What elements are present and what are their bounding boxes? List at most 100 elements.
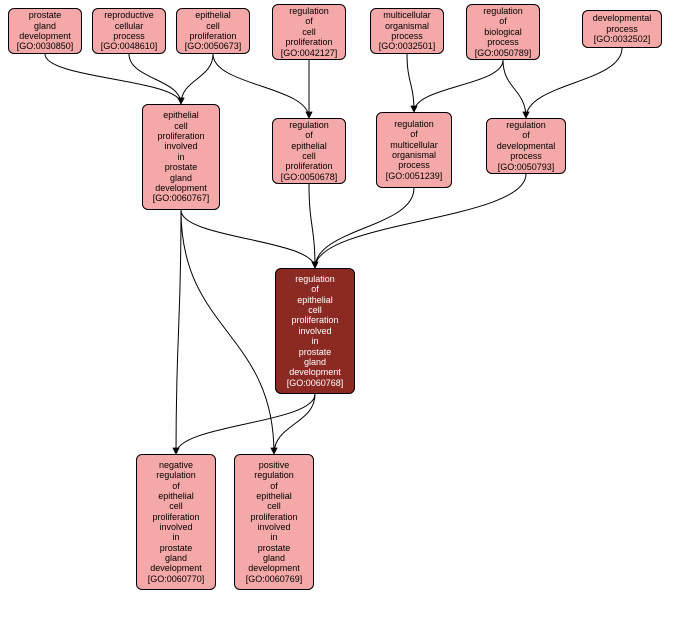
- node-label-line: reproductive: [104, 10, 154, 20]
- go-node-n7[interactable]: epithelialcellproliferationinvolvedinpro…: [142, 104, 220, 210]
- node-label-line: developmental: [593, 13, 652, 23]
- node-label-line: developmental: [497, 141, 556, 151]
- go-node-n13[interactable]: positiveregulationofepithelialcellprolif…: [234, 454, 314, 590]
- node-label-line: proliferation: [152, 512, 199, 522]
- node-go-id: [GO:0032502]: [594, 34, 651, 44]
- node-label-line: biological: [484, 27, 522, 37]
- node-label-line: process: [398, 160, 430, 170]
- node-label-line: of: [305, 16, 313, 26]
- go-node-n1[interactable]: reproductivecellularprocess[GO:0048610]: [92, 8, 166, 54]
- go-node-n4[interactable]: multicellularorganismalprocess[GO:003250…: [370, 8, 444, 54]
- node-label-line: of: [172, 481, 180, 491]
- edge: [315, 174, 526, 268]
- node-label-line: cell: [174, 121, 188, 131]
- node-label-line: involved: [164, 141, 197, 151]
- node-label-line: development: [155, 183, 207, 193]
- node-label-line: prostate: [29, 10, 62, 20]
- node-label-line: gland: [34, 21, 56, 31]
- node-label-line: multicellular: [390, 140, 438, 150]
- node-label-line: development: [248, 563, 300, 573]
- node-label-line: cell: [302, 27, 316, 37]
- node-label-line: positive: [259, 460, 290, 470]
- node-label-line: gland: [165, 553, 187, 563]
- node-label-line: cell: [267, 501, 281, 511]
- edge: [526, 48, 622, 118]
- edge: [181, 210, 315, 268]
- node-label-line: proliferation: [285, 161, 332, 171]
- node-label-line: in: [270, 532, 277, 542]
- node-label-line: negative: [159, 460, 193, 470]
- edge: [45, 54, 181, 104]
- node-label-line: cell: [169, 501, 183, 511]
- node-go-id: [GO:0060768]: [287, 378, 344, 388]
- edge: [181, 54, 213, 104]
- node-label-line: gland: [304, 357, 326, 367]
- node-label-line: gland: [263, 553, 285, 563]
- node-go-id: [GO:0050789]: [475, 48, 532, 58]
- edge: [181, 210, 274, 454]
- node-go-id: [GO:0050678]: [281, 172, 338, 182]
- node-label-line: involved: [298, 326, 331, 336]
- go-node-n0[interactable]: prostateglanddevelopment[GO:0030850]: [8, 8, 82, 54]
- node-label-line: proliferation: [250, 512, 297, 522]
- node-go-id: [GO:0042127]: [281, 48, 338, 58]
- node-label-line: process: [113, 31, 145, 41]
- node-go-id: [GO:0048610]: [101, 41, 158, 51]
- node-label-line: prostate: [160, 543, 193, 553]
- go-node-n2[interactable]: epithelialcellproliferation[GO:0050673]: [176, 8, 250, 54]
- node-label-line: process: [487, 37, 519, 47]
- node-go-id: [GO:0060770]: [148, 574, 205, 584]
- node-label-line: regulation: [156, 470, 196, 480]
- node-label-line: regulation: [289, 120, 329, 130]
- node-label-line: development: [150, 563, 202, 573]
- node-label-line: cell: [206, 21, 220, 31]
- node-go-id: [GO:0030850]: [17, 41, 74, 51]
- node-label-line: regulation: [295, 274, 335, 284]
- node-label-line: epithelial: [256, 491, 292, 501]
- go-node-n10[interactable]: regulationofdevelopmentalprocess[GO:0050…: [486, 118, 566, 174]
- node-label-line: gland: [170, 173, 192, 183]
- node-label-line: process: [510, 151, 542, 161]
- go-node-n5[interactable]: regulationofbiologicalprocess[GO:0050789…: [466, 4, 540, 60]
- go-node-n12[interactable]: negativeregulationofepithelialcellprolif…: [136, 454, 216, 590]
- node-label-line: process: [391, 31, 423, 41]
- node-label-line: process: [606, 24, 638, 34]
- node-label-line: proliferation: [285, 37, 332, 47]
- node-label-line: cell: [308, 305, 322, 315]
- go-node-n11[interactable]: regulationofepithelialcellproliferationi…: [275, 268, 355, 394]
- node-label-line: in: [177, 152, 184, 162]
- node-label-line: regulation: [289, 6, 329, 16]
- edge: [213, 54, 309, 118]
- edge: [176, 394, 315, 454]
- node-label-line: regulation: [483, 6, 523, 16]
- go-node-n3[interactable]: regulationofcellproliferation[GO:0042127…: [272, 4, 346, 60]
- node-label-line: in: [311, 336, 318, 346]
- edge: [274, 394, 315, 454]
- node-label-line: proliferation: [157, 131, 204, 141]
- node-label-line: epithelial: [158, 491, 194, 501]
- go-node-n9[interactable]: regulationofmulticellularorganismalproce…: [376, 112, 452, 188]
- node-label-line: organismal: [392, 150, 436, 160]
- node-label-line: proliferation: [291, 315, 338, 325]
- go-node-n6[interactable]: developmentalprocess[GO:0032502]: [582, 10, 662, 48]
- node-label-line: involved: [159, 522, 192, 532]
- node-label-line: of: [410, 129, 418, 139]
- node-go-id: [GO:0032501]: [379, 41, 436, 51]
- edge: [315, 188, 414, 268]
- node-label-line: epithelial: [195, 10, 231, 20]
- node-label-line: of: [311, 284, 319, 294]
- node-label-line: multicellular: [383, 10, 431, 20]
- edge: [176, 210, 181, 454]
- node-go-id: [GO:0060767]: [153, 193, 210, 203]
- node-label-line: development: [19, 31, 71, 41]
- node-label-line: epithelial: [291, 141, 327, 151]
- node-label-line: regulation: [254, 470, 294, 480]
- edge: [309, 184, 315, 268]
- node-label-line: of: [270, 481, 278, 491]
- node-label-line: regulation: [394, 119, 434, 129]
- node-go-id: [GO:0051239]: [386, 171, 443, 181]
- node-label-line: epithelial: [163, 110, 199, 120]
- node-label-line: regulation: [506, 120, 546, 130]
- edge: [503, 60, 526, 118]
- go-node-n8[interactable]: regulationofepithelialcellproliferation[…: [272, 118, 346, 184]
